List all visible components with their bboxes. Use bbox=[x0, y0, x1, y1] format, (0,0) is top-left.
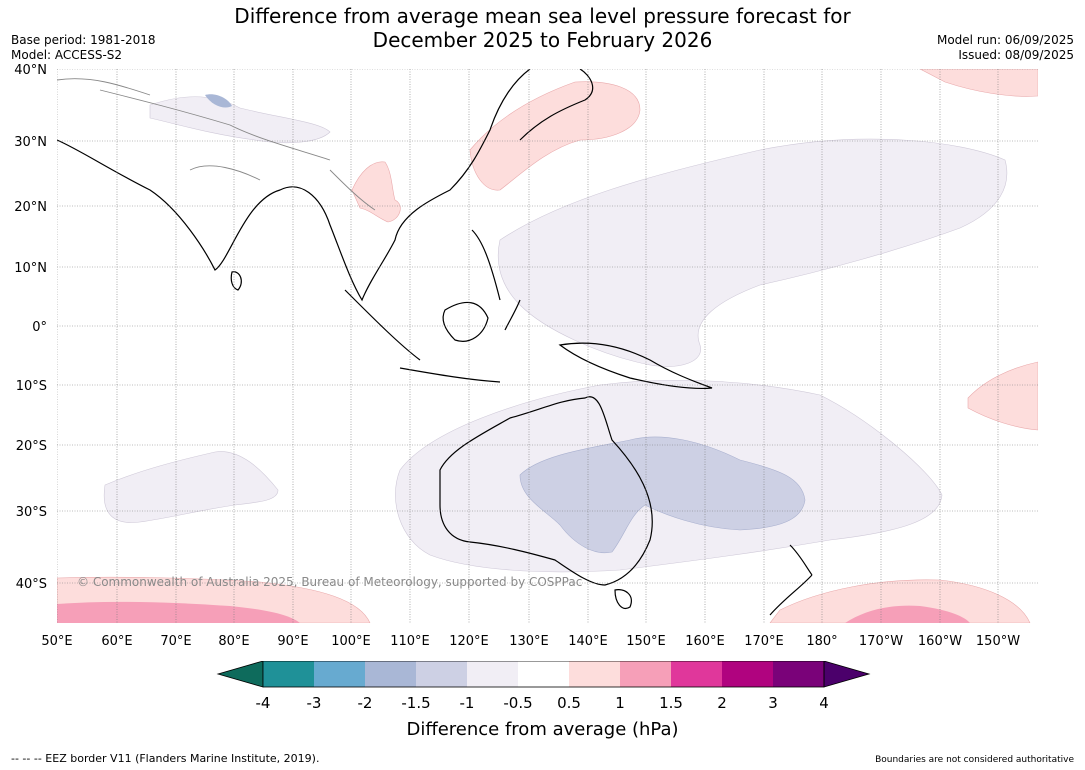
longitude-label: 160°E bbox=[685, 634, 725, 649]
graticule bbox=[57, 69, 1038, 623]
colorbar-tick-label: -4 bbox=[255, 694, 271, 712]
latitude-label: 0° bbox=[32, 320, 47, 335]
colorbar-cell bbox=[773, 661, 824, 687]
longitude-label: 170°E bbox=[744, 634, 784, 649]
map-frame bbox=[57, 69, 1038, 623]
colorbar-title: Difference from average (hPa) bbox=[406, 719, 679, 740]
longitude-label: 140°E bbox=[568, 634, 608, 649]
longitude-label: 80°E bbox=[218, 634, 249, 649]
colorbar-tick-label: -0.5 bbox=[503, 694, 533, 712]
latitude-label: 20°N bbox=[14, 200, 47, 215]
longitude-label: 90°E bbox=[277, 634, 308, 649]
longitude-label: 50°E bbox=[41, 634, 72, 649]
japan-coastline bbox=[519, 69, 594, 141]
longitude-label: 70°E bbox=[160, 634, 191, 649]
colorbar-tick-label: 1 bbox=[615, 694, 625, 712]
issued-date: Issued: 08/09/2025 bbox=[958, 48, 1074, 62]
anomaly-positive-tasman-strong bbox=[845, 605, 970, 623]
asia-mainland-coastline bbox=[57, 69, 531, 302]
new-guinea-coastline bbox=[558, 342, 713, 389]
latitude-label: 30°N bbox=[14, 135, 47, 150]
colorbar-tick-label: 0.5 bbox=[557, 694, 581, 712]
sumatra-java-coastline bbox=[344, 289, 501, 383]
longitude-label: 180° bbox=[806, 634, 837, 649]
anomaly-negative-pacific-band bbox=[497, 138, 1008, 367]
tasmania-coastline bbox=[614, 589, 632, 609]
eez-border-legend: -- -- -- EEZ border V11 (Flanders Marine… bbox=[11, 752, 320, 765]
borneo-coastline bbox=[442, 301, 489, 342]
australia-coastline bbox=[439, 396, 653, 586]
longitude-label: 100°E bbox=[331, 634, 371, 649]
anomaly-negative-himalaya-spot bbox=[205, 94, 232, 108]
copyright-notice: © Commonwealth of Australia 2025, Bureau… bbox=[77, 575, 583, 589]
latitude-label: 10°N bbox=[14, 261, 47, 276]
latitude-label: 40°N bbox=[14, 63, 47, 78]
latitude-label: 20°S bbox=[16, 439, 47, 454]
sri-lanka-coastline bbox=[230, 271, 242, 291]
anomaly-positive-east-pacific bbox=[967, 361, 1038, 431]
philippines-coastline bbox=[471, 229, 521, 331]
colorbar-tick-label: -1 bbox=[459, 694, 475, 712]
latitude-label: 10°S bbox=[16, 379, 47, 394]
colorbar-extend-low bbox=[216, 661, 264, 688]
colorbar-cell bbox=[620, 661, 671, 687]
colorbar-tick-label: 3 bbox=[768, 694, 778, 712]
model-run: Model run: 06/09/2025 bbox=[936, 33, 1074, 47]
longitude-label: 160°W bbox=[918, 634, 962, 649]
colorbar-outline bbox=[262, 661, 825, 688]
anomaly-positive-southern-indian-strong bbox=[57, 601, 300, 623]
anomaly-positive-north-pacific bbox=[919, 69, 1038, 97]
longitude-label: 60°E bbox=[101, 634, 132, 649]
colorbar-cell bbox=[569, 661, 620, 687]
anomaly-contours bbox=[57, 69, 1038, 623]
boundaries-disclaimer: Boundaries are not considered authoritat… bbox=[875, 755, 1074, 765]
colorbar-cell bbox=[365, 661, 416, 687]
model-name: Model: ACCESS-S2 bbox=[11, 48, 123, 62]
longitude-label: 130°E bbox=[509, 634, 549, 649]
latitude-label: 30°S bbox=[16, 505, 47, 520]
longitude-label: 150°E bbox=[626, 634, 666, 649]
colorbar-cell bbox=[416, 661, 467, 687]
colorbar-cell bbox=[467, 661, 518, 687]
colorbar bbox=[216, 661, 871, 688]
colorbar-cell bbox=[314, 661, 365, 687]
colorbar-tick-label: 2 bbox=[717, 694, 727, 712]
longitude-label: 170°W bbox=[859, 634, 903, 649]
anomaly-negative-australia-core bbox=[519, 436, 806, 554]
longitude-label: 120°E bbox=[449, 634, 489, 649]
colorbar-cell bbox=[518, 661, 569, 687]
colorbar-tick-label: 1.5 bbox=[659, 694, 683, 712]
anomaly-negative-indian-ocean bbox=[103, 451, 279, 523]
colorbar-tick-label: -3 bbox=[306, 694, 322, 712]
coastlines bbox=[57, 69, 813, 616]
pressure-anomaly-map: 40°N 30°N 20°N 10°N 0° 10°S 20°S 30°S 40°S 50°E 6… bbox=[14, 63, 1038, 649]
colorbar-cell bbox=[671, 661, 722, 687]
colorbar-tick-label: -1.5 bbox=[401, 694, 431, 712]
map-title-line2: December 2025 to February 2026 bbox=[372, 28, 713, 52]
country-borders bbox=[57, 78, 376, 211]
colorbar-tick-label: 4 bbox=[819, 694, 829, 712]
map-title-line1: Difference from average mean sea level p… bbox=[234, 4, 851, 28]
latitude-label: 40°S bbox=[16, 577, 47, 592]
longitude-label: 110°E bbox=[390, 634, 430, 649]
colorbar-cell bbox=[722, 661, 773, 687]
latitude-labels: 40°N 30°N 20°N 10°N 0° 10°S 20°S 30°S 40°S bbox=[14, 63, 47, 592]
colorbar-tick-label: -2 bbox=[357, 694, 373, 712]
base-period: Base period: 1981-2018 bbox=[11, 33, 156, 47]
colorbar-cell bbox=[263, 661, 314, 687]
new-zealand-coastline bbox=[769, 544, 813, 616]
anomaly-positive-indochina bbox=[351, 161, 401, 223]
colorbar-extend-high bbox=[823, 661, 871, 688]
longitude-labels: 50°E 60°E 70°E 80°E 90°E 100°E 110°E 120°E 130°E… bbox=[41, 634, 1020, 649]
anomaly-positive-japan bbox=[469, 81, 641, 191]
longitude-label: 150°W bbox=[976, 634, 1020, 649]
